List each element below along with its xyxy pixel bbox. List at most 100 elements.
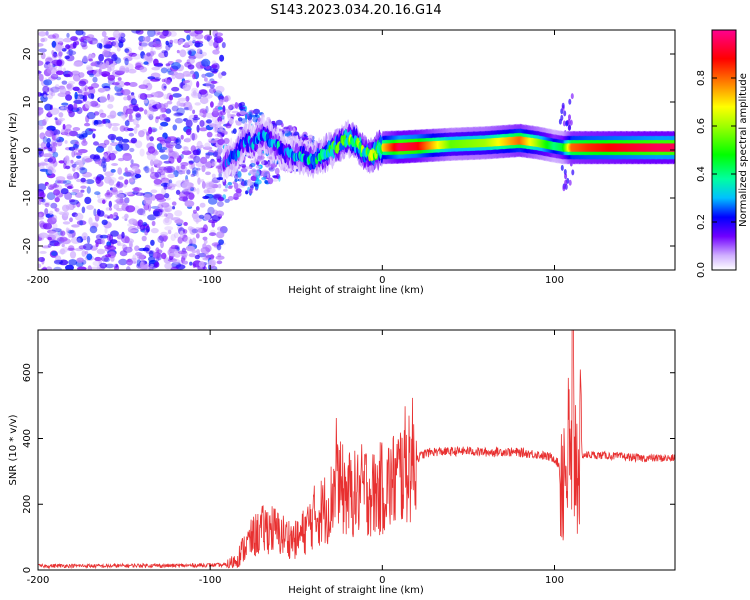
noise-blob (174, 245, 180, 250)
noise-blob (150, 194, 156, 201)
noise-blob (137, 191, 141, 196)
noise-blob (64, 55, 70, 60)
noise-blob (208, 87, 216, 94)
noise-blob (125, 69, 129, 73)
noise-blob (90, 266, 101, 270)
noise-blob (38, 216, 44, 220)
noise-blob (179, 49, 187, 58)
noise-blob (42, 119, 47, 126)
noise-blob (53, 242, 61, 247)
noise-blob (150, 206, 160, 209)
noise-blob (161, 252, 167, 260)
noise-blob (157, 168, 163, 174)
noise-blob (107, 145, 113, 153)
noise-blob (171, 86, 180, 92)
noise-blob (173, 251, 181, 258)
noise-blob (88, 93, 95, 99)
noise-blob (143, 109, 148, 115)
noise-blob (83, 91, 90, 96)
noise-blob (146, 133, 150, 141)
noise-blob (219, 125, 224, 131)
noise-blob (266, 173, 270, 179)
noise-blob (89, 225, 98, 234)
noise-blob (126, 127, 134, 132)
noise-blob (205, 152, 215, 156)
noise-blob (81, 206, 86, 214)
noise-blob (178, 191, 188, 199)
noise-blob (92, 260, 101, 267)
noise-blob (261, 176, 267, 181)
noise-blob (217, 149, 222, 157)
noise-blob (167, 173, 176, 179)
y-tick-label: -20 (22, 238, 33, 254)
noise-blob (180, 164, 186, 170)
noise-blob (84, 251, 89, 255)
noise-blob (210, 68, 219, 73)
noise-blob (221, 42, 226, 49)
spectrogram-x-ticks: -200 -100 0 100 (27, 30, 564, 286)
noise-blob (217, 183, 222, 189)
noise-blob (66, 32, 70, 38)
noise-blob (228, 118, 234, 125)
noise-blob (216, 243, 222, 251)
noise-blob (154, 171, 162, 178)
noise-blob (69, 217, 73, 223)
noise-blob (182, 80, 186, 84)
noise-blob (45, 129, 54, 137)
noise-blob (276, 173, 281, 180)
noise-blob (164, 205, 173, 213)
noise-blob (45, 31, 49, 36)
noise-blob (169, 182, 173, 187)
noise-blob (125, 108, 134, 115)
noise-blob (138, 45, 144, 51)
noise-blob (145, 82, 153, 91)
colorbar-tick-label: 0.2 (696, 214, 707, 230)
noise-blob (223, 188, 228, 192)
noise-blob (60, 105, 65, 110)
noise-blob (267, 177, 274, 185)
noise-blob (208, 160, 218, 164)
noise-blob (124, 218, 128, 221)
noise-blob (40, 52, 46, 60)
noise-blob (174, 112, 184, 116)
y-tick-label: 600 (22, 363, 33, 382)
noise-blob (72, 143, 80, 149)
noise-blob (57, 180, 67, 184)
noise-blob (65, 165, 71, 170)
noise-blob (124, 191, 133, 195)
noise-blob (562, 120, 566, 127)
noise-blob (86, 111, 96, 120)
noise-blob (175, 72, 185, 80)
noise-blob (87, 265, 92, 270)
noise-blob (177, 97, 187, 102)
noise-blob (570, 93, 574, 100)
y-tick-label: -10 (22, 190, 33, 206)
noise-blob (51, 251, 58, 257)
noise-blob (47, 62, 54, 69)
noise-blob (205, 72, 214, 78)
noise-blob (217, 226, 224, 231)
noise-blob (567, 119, 571, 125)
noise-blob (122, 244, 128, 251)
noise-blob (38, 92, 41, 97)
noise-blob (120, 143, 130, 151)
noise-blob (49, 184, 59, 189)
noise-blob (569, 119, 573, 126)
noise-blob (187, 64, 195, 70)
noise-blob (94, 119, 103, 125)
noise-blob (147, 146, 156, 154)
noise-blob (237, 117, 243, 122)
noise-blob (39, 132, 46, 140)
noise-blob (103, 152, 108, 159)
noise-blob (118, 32, 126, 38)
noise-blob (102, 50, 110, 57)
noise-blob (204, 161, 212, 169)
noise-blob (188, 192, 195, 201)
noise-blob (38, 60, 44, 66)
noise-blob (53, 189, 61, 196)
noise-blob (218, 120, 222, 127)
noise-blob (50, 86, 60, 93)
noise-blob (65, 264, 74, 270)
noise-blob (191, 92, 202, 99)
noise-blob (169, 39, 174, 45)
